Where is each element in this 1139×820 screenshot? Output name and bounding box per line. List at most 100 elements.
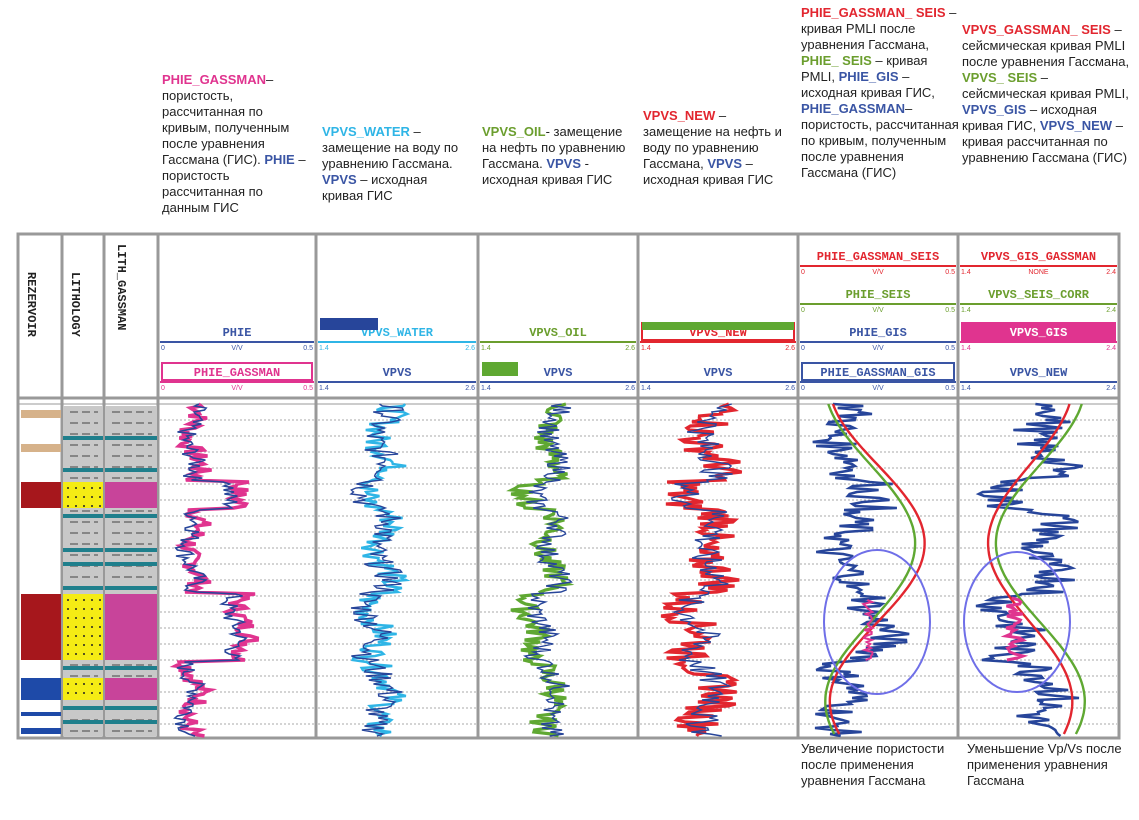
scale-max: 2.4 (1106, 345, 1116, 352)
track-title-lithology: LITHOLOGY (68, 272, 82, 338)
track-headers: PHIE 0 V/V 0.5 PHIE_GASSMAN 0 V/V 0.5 VPVS_WATER… (160, 250, 1117, 392)
header-vpvs-water: VPVS_WATER (361, 326, 434, 340)
scale-unit: V/V (872, 385, 884, 392)
scale-max: 0.5 (945, 307, 955, 314)
scale-min: 1.4 (961, 345, 971, 352)
caption-porosity-increase: Увеличение пористости после применения у… (801, 741, 945, 788)
description-segment: – исходная кривая ГИС, (962, 102, 1097, 133)
description-segment: – кривая рассчитанная по уравнению Гассм… (962, 118, 1128, 165)
description-segment: – сейсмическая кривая PMLI, (962, 70, 1129, 101)
scale-max: 2.6 (625, 345, 635, 352)
scale-max: 2.4 (1106, 307, 1116, 314)
description-segment: VPVS_GIS (962, 102, 1027, 117)
description-vpvs-water: VPVS_WATER – замещение на воду по уравне… (322, 124, 470, 204)
header-vpvs: VPVS (383, 366, 412, 380)
description-segment: – пористость, рассчитанная по кривым, по… (162, 72, 290, 167)
description-phie-seis: PHIE_GASSMAN_ SEIS – кривая PMLI после у… (801, 5, 959, 181)
scale-min: 1.4 (319, 345, 329, 352)
description-segment: PHIE_GASSMAN (162, 72, 267, 87)
scale-min: 1.4 (961, 307, 971, 314)
scale-min: 1.4 (481, 385, 491, 392)
description-segment: PHIE_GASSMAN_ SEIS (801, 5, 946, 20)
description-vpvs-new: VPVS_NEW – замещение на нефть и воду по … (643, 108, 791, 188)
lithology-tracks (21, 406, 157, 736)
description-segment: VPVS_NEW (1039, 118, 1113, 133)
scale-max: 2.6 (625, 385, 635, 392)
header-vpvs-oil: VPVS_OIL (529, 326, 587, 340)
description-segment: – пористость рассчитанная по данным ГИС (162, 152, 306, 215)
scale-max: 2.4 (1106, 385, 1116, 392)
scale-unit: V/V (872, 269, 884, 276)
header-phie-gassman-gis: PHIE_GASSMAN_GIS (820, 366, 935, 380)
scale-unit: V/V (231, 345, 243, 352)
description-segment: – сейсмическая кривая PMLI после уравнен… (962, 22, 1130, 69)
scale-min: 1.4 (641, 345, 651, 352)
scale-max: 0.5 (303, 345, 313, 352)
description-vpvs-oil: VPVS_OIL- замещение на нефть по уравнени… (482, 124, 632, 188)
scale-min: 0 (801, 269, 805, 276)
header-vpvs-new: VPVS_NEW (1010, 366, 1068, 380)
description-phie: PHIE_GASSMAN– пористость, рассчитанная п… (162, 72, 312, 216)
description-segment: - исходная кривая ГИС (482, 156, 613, 187)
description-segment: VPVS_WATER (322, 124, 410, 139)
scale-min: 1.4 (961, 269, 971, 276)
description-segment: PHIE_ SEIS (801, 53, 872, 68)
scale-min: 0 (161, 345, 165, 352)
track-title-rezervoir: REZERVOIR (24, 272, 38, 338)
scale-min: 0 (801, 345, 805, 352)
scale-unit: V/V (872, 307, 884, 314)
scale-max: 2.4 (1106, 269, 1116, 276)
header-vpvs: VPVS (704, 366, 733, 380)
scale-min: 1.4 (641, 385, 651, 392)
description-segment: VPVS_OIL (482, 124, 546, 139)
scale-min: 0 (801, 307, 805, 314)
header-phie: PHIE (223, 326, 252, 340)
description-segment: – замещение на воду по уравнению Гассман… (322, 124, 459, 171)
description-vpvs-seis: VPVS_GASSMAN_ SEIS – сейсмическая кривая… (962, 22, 1132, 166)
header-phie-gassman-seis: PHIE_GASSMAN_SEIS (817, 250, 939, 264)
description-segment: VPVS (546, 156, 582, 171)
header-phie-gis: PHIE_GIS (849, 326, 907, 340)
caption-vpvs-decrease: Уменьшение Vp/Vs после применения уравне… (967, 741, 1122, 788)
description-segment: – исходная кривая ГИС (322, 172, 428, 203)
panel-frame (16, 232, 1121, 740)
scale-min: 1.4 (481, 345, 491, 352)
scale-min: 0 (801, 385, 805, 392)
description-segment: PHIE_GASSMAN (801, 101, 906, 116)
description-segment: VPVS_NEW (643, 108, 716, 123)
scale-min: 0 (161, 385, 165, 392)
scale-max: 0.5 (945, 345, 955, 352)
scale-max: 0.5 (945, 385, 955, 392)
description-segment: VPVS_ SEIS (962, 70, 1038, 85)
header-phie-gassman: PHIE_GASSMAN (194, 366, 280, 380)
description-segment: – замещение на нефть и воду по уравнению… (643, 108, 782, 171)
header-vpvs: VPVS (544, 366, 573, 380)
highlight-ellipse-vpvs (963, 551, 1071, 693)
scale-max: 2.6 (465, 345, 475, 352)
scale-min: 1.4 (319, 385, 329, 392)
description-segment: – исходная кривая ГИС (643, 156, 774, 187)
description-segment: – кривая PMLI, (801, 53, 928, 84)
description-segment: – исходная кривая ГИС, (801, 69, 935, 100)
description-segment: VPVS (707, 156, 743, 171)
description-segment: – кривая PMLI после уравнения Гассмана, (801, 5, 957, 52)
scale-max: 0.5 (303, 385, 313, 392)
scale-max: 0.5 (945, 269, 955, 276)
log-curves (169, 402, 1087, 738)
track-title-lith-gassman: LITH_GASSMAN (114, 244, 128, 330)
scale-unit: V/V (231, 385, 243, 392)
description-segment: – пористость, рассчитанная по кривым, по… (801, 101, 959, 180)
description-segment: VPVS (322, 172, 357, 187)
highlight-ellipse-porosity (823, 549, 931, 695)
description-segment: PHIE (264, 152, 295, 167)
scale-min: 1.4 (961, 385, 971, 392)
scale-max: 2.6 (785, 385, 795, 392)
scale-max: 2.6 (465, 385, 475, 392)
header-vpvs-gis: VPVS_GIS (1010, 326, 1068, 340)
description-segment: PHIE_GIS (838, 69, 899, 84)
header-vpvs-seis-corr: VPVS_SEIS_CORR (988, 288, 1090, 302)
description-segment: - замещение на нефть по уравнению Гассма… (482, 124, 626, 171)
scale-unit: NONE (1028, 269, 1049, 276)
scale-max: 2.6 (785, 345, 795, 352)
